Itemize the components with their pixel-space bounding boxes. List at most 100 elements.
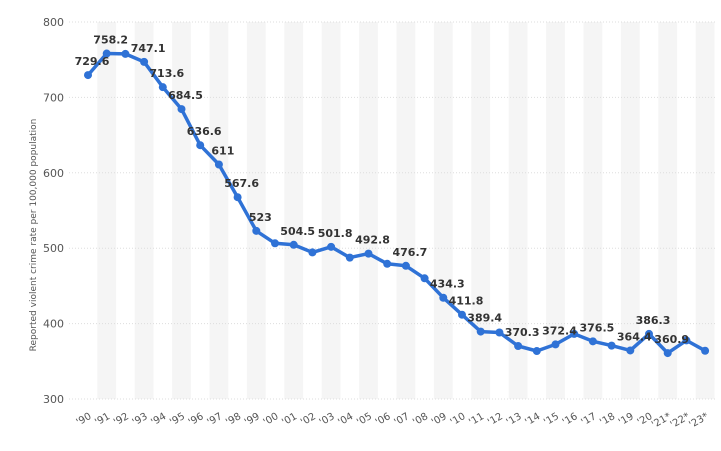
x-tick-label: '10: [449, 411, 468, 428]
column-band: [97, 22, 117, 399]
x-tick-label: '99: [243, 411, 262, 428]
x-tick-label: '04: [336, 411, 355, 428]
x-tick-label: '05: [355, 411, 374, 428]
data-label: 364.4: [617, 330, 652, 343]
x-tick-label: '97: [205, 411, 224, 428]
data-label: 713.6: [149, 67, 184, 80]
data-point[interactable]: [177, 105, 186, 114]
data-label: 611: [211, 145, 234, 158]
x-tick-label: '08: [411, 411, 430, 428]
x-tick-label: '95: [168, 411, 187, 428]
x-tick-label: '23*: [687, 411, 710, 431]
column-band: [433, 22, 453, 399]
data-label: 747.1: [131, 42, 166, 55]
column-band: [583, 22, 603, 399]
x-tick-label: '93: [131, 411, 150, 428]
x-tick-label: '96: [187, 411, 206, 428]
data-label: 567.6: [224, 177, 259, 190]
data-point[interactable]: [140, 57, 149, 66]
data-point[interactable]: [663, 349, 672, 358]
x-tick-label: '12: [486, 411, 505, 428]
x-tick-label: '00: [262, 411, 281, 428]
data-label: 501.8: [318, 227, 353, 240]
data-label: 370.3: [505, 326, 540, 339]
data-point[interactable]: [588, 337, 597, 346]
column-band: [546, 22, 565, 399]
data-point[interactable]: [233, 193, 242, 202]
column-band: [620, 22, 640, 399]
x-tick-label: '16: [561, 411, 580, 428]
data-point[interactable]: [439, 293, 448, 302]
column-band: [695, 22, 715, 399]
data-point[interactable]: [645, 329, 653, 338]
data-point[interactable]: [214, 160, 223, 169]
data-point[interactable]: [84, 71, 92, 80]
data-point[interactable]: [701, 346, 710, 355]
x-tick-label: '02: [299, 411, 318, 428]
x-tick-label: '98: [224, 411, 243, 428]
x-tick-label: '03: [318, 411, 337, 428]
data-point[interactable]: [551, 340, 560, 349]
data-point[interactable]: [196, 141, 205, 150]
data-point[interactable]: [495, 328, 504, 337]
x-tick-label: '06: [374, 411, 393, 428]
data-point[interactable]: [458, 310, 466, 319]
data-label: 389.4: [467, 312, 502, 325]
column-band: [284, 22, 304, 399]
column-band: [508, 22, 528, 399]
data-point[interactable]: [476, 327, 485, 336]
y-axis-ticks: 300 400 500 600 700 800: [43, 16, 64, 406]
data-label: 376.5: [580, 321, 615, 334]
data-label: 504.5: [280, 225, 315, 238]
data-label: 636.6: [187, 125, 222, 138]
data-point[interactable]: [682, 336, 691, 345]
column-bands: [97, 22, 715, 399]
data-point[interactable]: [514, 341, 523, 350]
y-tick-label: 600: [43, 167, 64, 180]
data-point[interactable]: [570, 329, 579, 338]
data-point[interactable]: [626, 346, 635, 355]
data-point[interactable]: [420, 274, 429, 283]
data-label: 372.4: [542, 324, 577, 337]
y-tick-label: 700: [43, 91, 64, 104]
data-point[interactable]: [252, 226, 261, 235]
x-tick-label: '19: [617, 411, 636, 428]
data-point[interactable]: [364, 249, 373, 258]
data-label: 476.7: [393, 246, 428, 259]
x-tick-label: '13: [505, 411, 524, 428]
y-tick-label: 500: [43, 242, 64, 255]
x-tick-label: '15: [542, 411, 561, 428]
x-tick-label: '91: [93, 411, 112, 428]
data-point[interactable]: [607, 341, 616, 350]
data-point[interactable]: [289, 240, 298, 249]
x-axis-ticks: '90'91'92'93'94'95'96'97'98'99'00'01'02 '…: [75, 411, 711, 431]
data-label: 434.3: [430, 278, 465, 291]
column-band: [471, 22, 491, 399]
data-point[interactable]: [401, 261, 410, 270]
column-band: [134, 22, 154, 399]
column-band: [209, 22, 229, 399]
data-point[interactable]: [383, 259, 392, 268]
column-band: [246, 22, 266, 399]
data-point[interactable]: [532, 347, 541, 356]
data-point[interactable]: [327, 242, 336, 251]
x-tick-label: '01: [280, 411, 299, 428]
data-point[interactable]: [102, 49, 111, 58]
y-tick-label: 400: [43, 318, 64, 331]
data-label: 411.8: [449, 295, 484, 308]
x-tick-label: '18: [598, 411, 617, 428]
y-tick-label: 800: [43, 16, 64, 29]
x-tick-label: '14: [523, 411, 542, 428]
data-point[interactable]: [158, 83, 167, 92]
data-point[interactable]: [345, 253, 354, 262]
data-point[interactable]: [308, 248, 317, 257]
x-tick-label: '07: [392, 411, 411, 428]
column-band: [658, 22, 678, 399]
data-point[interactable]: [121, 49, 130, 58]
column-band: [321, 22, 341, 399]
x-tick-label: '17: [579, 411, 598, 428]
data-point[interactable]: [271, 239, 279, 248]
data-label: 758.2: [93, 34, 128, 47]
